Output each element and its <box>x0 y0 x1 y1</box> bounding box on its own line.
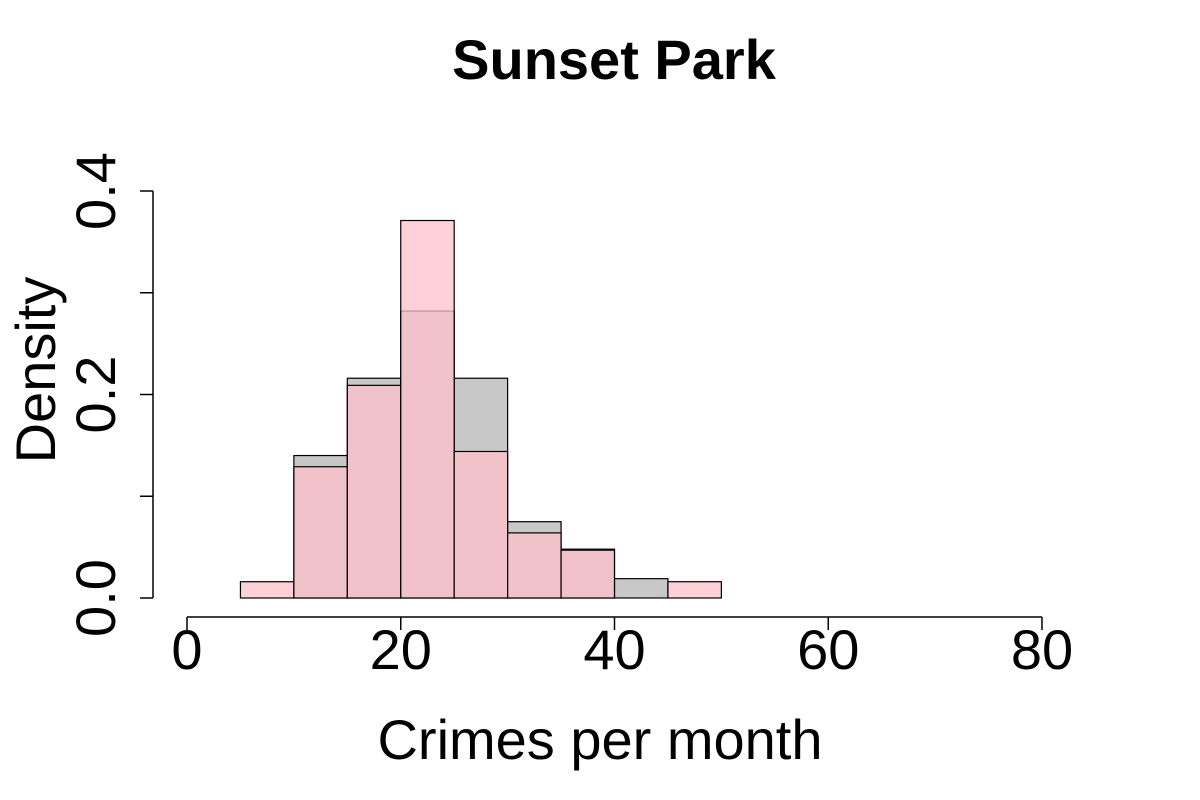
x-tick-label: 80 <box>1011 618 1073 681</box>
x-tick-label: 0 <box>171 618 202 681</box>
x-tick-label: 20 <box>370 618 432 681</box>
histogram-bar <box>560 549 616 599</box>
histogram-bar <box>346 384 402 599</box>
histogram-bar <box>507 532 562 599</box>
histogram-bar <box>400 219 455 599</box>
y-tick-label: 0.0 <box>64 559 127 637</box>
histogram-bar <box>613 578 669 599</box>
y-tick-label: 0.4 <box>64 152 127 230</box>
histogram-bar <box>293 466 348 599</box>
y-tick-label: 0.2 <box>64 356 127 434</box>
histogram-bar <box>667 581 722 599</box>
x-tick-label: 40 <box>583 618 645 681</box>
chart-title: Sunset Park <box>452 28 777 91</box>
x-tick-label: 60 <box>797 618 859 681</box>
y-axis-label: Density <box>4 277 67 464</box>
x-axis-label: Crimes per month <box>377 708 822 771</box>
histogram-bar <box>453 450 509 599</box>
histogram-bar <box>239 581 295 599</box>
